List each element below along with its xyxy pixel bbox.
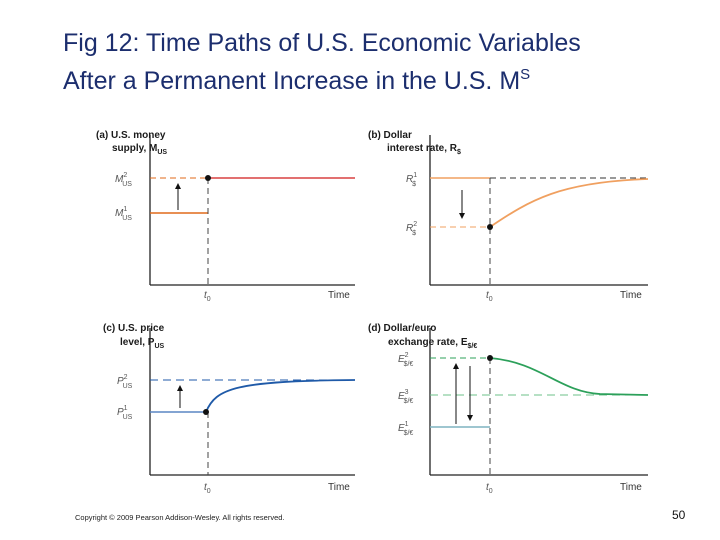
panel-b-time-label: Time — [620, 290, 642, 301]
panel-a-level-label-2: M2 US — [115, 172, 132, 188]
panel-c-title-line-2: level, PUS — [120, 337, 165, 350]
panel-b-title-line-2: interest rate, R$ — [387, 143, 461, 156]
title-line-2: After a Permanent Increase in the U.S. M — [63, 67, 521, 95]
copyright-notice: Copyright © 2009 Pearson Addison-Wesley.… — [75, 513, 285, 522]
title-superscript: S — [520, 66, 531, 83]
panel-c-level-label-2: P2 US — [117, 374, 133, 390]
panel-a: (a) U.S. money supply, MUS M2 US M1 US t0 … — [96, 130, 355, 303]
panel-b-level-label-1: R1 $ — [406, 172, 417, 188]
panel-b-title-line-1: (b) Dollar — [368, 130, 412, 141]
panel-c-t0-label: t0 — [204, 482, 211, 495]
panel-c-time-label: Time — [328, 482, 350, 493]
panel-a-title-line-1: (a) U.S. money — [96, 130, 166, 141]
panel-d-time-label: Time — [620, 482, 642, 493]
panel-d-level-label-2: E2 $/€ — [398, 352, 413, 368]
panel-d-level-label-3: E3 $/€ — [398, 389, 413, 405]
panel-d-jump-point — [487, 355, 493, 361]
panel-d: (d) Dollar/euro exchange rate, E$/€ E2 $/… — [368, 323, 649, 495]
panel-d-title-line-2: exchange rate, E$/€ — [388, 337, 477, 350]
panel-c-title-line-1: (c) U.S. price — [103, 323, 165, 334]
panel-c: (c) U.S. price level, PUS P2 US P1 US t0 T… — [103, 323, 356, 495]
panel-c-level-label-1: P1 US — [117, 405, 133, 421]
panel-d-adjustment-path — [489, 357, 649, 396]
panel-a-jump-point — [205, 175, 211, 181]
panel-b-adjustment-path — [489, 178, 649, 228]
panel-b-jump-point — [487, 224, 493, 230]
panel-b: (b) Dollar interest rate, R$ R1 $ R2 $ t0 … — [368, 130, 649, 303]
panel-c-adjustment-path — [205, 379, 356, 413]
panel-a-t0-label: t0 — [204, 290, 211, 303]
panel-a-level-label-1: M1 US — [115, 206, 132, 222]
panel-d-level-label-1: E1 $/€ — [398, 421, 413, 437]
panel-b-t0-label: t0 — [486, 290, 493, 303]
title-line-1: Fig 12: Time Paths of U.S. Economic Vari… — [63, 29, 581, 57]
page-number: 50 — [672, 508, 686, 522]
slide-title: Fig 12: Time Paths of U.S. Economic Vari… — [63, 28, 703, 97]
panel-a-title-line-2: supply, MUS — [112, 143, 167, 156]
panel-d-title-line-1: (d) Dollar/euro — [368, 323, 436, 334]
panel-d-t0-label: t0 — [486, 482, 493, 495]
panel-a-time-label: Time — [328, 290, 350, 301]
panel-b-level-label-2: R2 $ — [406, 221, 417, 237]
panel-c-start-point — [203, 409, 209, 415]
